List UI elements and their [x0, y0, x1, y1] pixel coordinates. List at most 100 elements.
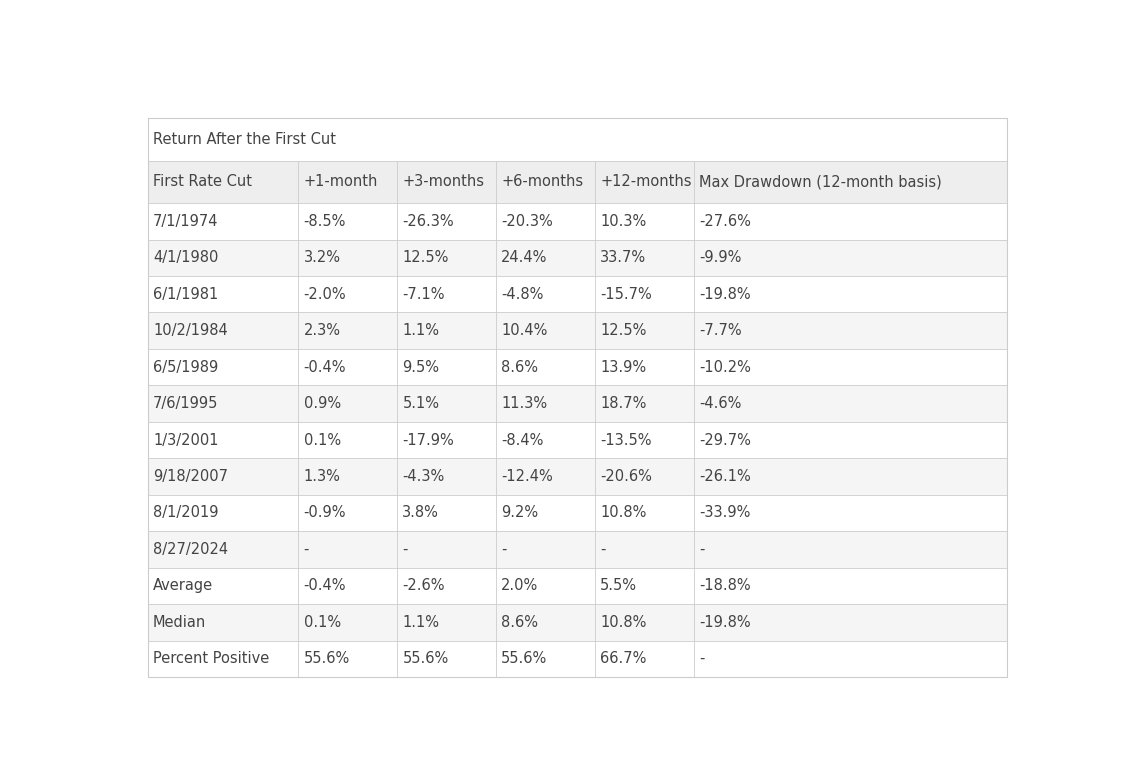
Text: 7/6/1995: 7/6/1995 [153, 396, 219, 411]
Text: 0.1%: 0.1% [303, 433, 340, 447]
Text: Percent Positive: Percent Positive [153, 651, 269, 666]
Text: -12.4%: -12.4% [502, 469, 553, 484]
Bar [148, 640, 1008, 677]
Text: 2.0%: 2.0% [502, 578, 539, 594]
Text: 11.3%: 11.3% [502, 396, 548, 411]
Bar [148, 458, 1008, 495]
Text: -8.4%: -8.4% [502, 433, 543, 447]
Text: 2.3%: 2.3% [303, 323, 340, 339]
Text: -20.6%: -20.6% [600, 469, 651, 484]
Text: 3.2%: 3.2% [303, 250, 340, 265]
Bar [148, 495, 1008, 531]
Text: -0.4%: -0.4% [303, 360, 346, 375]
Text: -19.8%: -19.8% [699, 615, 751, 630]
Text: -: - [402, 542, 408, 557]
Text: +12-months: +12-months [600, 175, 692, 189]
Text: -4.8%: -4.8% [502, 286, 543, 302]
Bar [148, 240, 1008, 276]
Text: -13.5%: -13.5% [600, 433, 651, 447]
Text: 9.2%: 9.2% [502, 506, 539, 520]
Text: -8.5%: -8.5% [303, 214, 346, 229]
Text: Median: Median [153, 615, 206, 630]
Text: -15.7%: -15.7% [600, 286, 651, 302]
Text: 1.1%: 1.1% [402, 615, 440, 630]
Text: 24.4%: 24.4% [502, 250, 548, 265]
Text: 10.4%: 10.4% [502, 323, 548, 339]
Text: -33.9%: -33.9% [699, 506, 751, 520]
Text: 55.6%: 55.6% [303, 651, 349, 666]
Text: 13.9%: 13.9% [600, 360, 646, 375]
Bar [148, 385, 1008, 422]
Bar [148, 422, 1008, 458]
Text: -10.2%: -10.2% [699, 360, 751, 375]
Text: Return After the First Cut: Return After the First Cut [153, 132, 336, 147]
Text: -: - [600, 542, 605, 557]
Text: 8/1/2019: 8/1/2019 [153, 506, 219, 520]
Text: 6/5/1989: 6/5/1989 [153, 360, 219, 375]
Text: -17.9%: -17.9% [402, 433, 454, 447]
Text: +1-month: +1-month [303, 175, 378, 189]
Text: -9.9%: -9.9% [699, 250, 742, 265]
Text: -: - [699, 542, 704, 557]
Text: -7.1%: -7.1% [402, 286, 445, 302]
Bar [148, 604, 1008, 640]
Bar [148, 313, 1008, 349]
Text: -: - [502, 542, 506, 557]
Text: -19.8%: -19.8% [699, 286, 751, 302]
Text: 12.5%: 12.5% [402, 250, 449, 265]
Text: Max Drawdown (12-month basis): Max Drawdown (12-month basis) [699, 175, 941, 189]
Text: -0.9%: -0.9% [303, 506, 346, 520]
Text: +3-months: +3-months [402, 175, 485, 189]
Text: -20.3%: -20.3% [502, 214, 553, 229]
Text: First Rate Cut: First Rate Cut [153, 175, 252, 189]
Text: 66.7%: 66.7% [600, 651, 647, 666]
Bar [148, 276, 1008, 313]
Bar [148, 531, 1008, 568]
Text: 33.7%: 33.7% [600, 250, 646, 265]
Text: -: - [303, 542, 309, 557]
Text: 9/18/2007: 9/18/2007 [153, 469, 228, 484]
Text: 12.5%: 12.5% [600, 323, 647, 339]
Text: -26.1%: -26.1% [699, 469, 751, 484]
Text: 8.6%: 8.6% [502, 360, 539, 375]
Text: 8/27/2024: 8/27/2024 [153, 542, 229, 557]
Bar [148, 568, 1008, 604]
Bar [148, 349, 1008, 385]
Text: -: - [699, 651, 704, 666]
Text: 10.8%: 10.8% [600, 506, 647, 520]
Bar [148, 203, 1008, 240]
Text: 10/2/1984: 10/2/1984 [153, 323, 228, 339]
Text: -26.3%: -26.3% [402, 214, 454, 229]
Text: 8.6%: 8.6% [502, 615, 539, 630]
Text: -29.7%: -29.7% [699, 433, 751, 447]
Text: Average: Average [153, 578, 213, 594]
Text: -2.6%: -2.6% [402, 578, 445, 594]
Text: 1.1%: 1.1% [402, 323, 440, 339]
Text: -0.4%: -0.4% [303, 578, 346, 594]
Text: 0.9%: 0.9% [303, 396, 340, 411]
Text: 10.8%: 10.8% [600, 615, 647, 630]
Text: -18.8%: -18.8% [699, 578, 751, 594]
Text: 5.1%: 5.1% [402, 396, 440, 411]
Text: -2.0%: -2.0% [303, 286, 346, 302]
Text: 55.6%: 55.6% [502, 651, 548, 666]
Text: 55.6%: 55.6% [402, 651, 449, 666]
Text: 9.5%: 9.5% [402, 360, 440, 375]
Text: -4.6%: -4.6% [699, 396, 742, 411]
Text: -4.3%: -4.3% [402, 469, 444, 484]
Text: -7.7%: -7.7% [699, 323, 742, 339]
Text: 7/1/1974: 7/1/1974 [153, 214, 219, 229]
Text: 4/1/1980: 4/1/1980 [153, 250, 219, 265]
Text: -27.6%: -27.6% [699, 214, 751, 229]
Text: 10.3%: 10.3% [600, 214, 646, 229]
Text: 3.8%: 3.8% [402, 506, 440, 520]
Bar [148, 119, 1008, 161]
Text: 1/3/2001: 1/3/2001 [153, 433, 219, 447]
Text: 6/1/1981: 6/1/1981 [153, 286, 219, 302]
Text: +6-months: +6-months [502, 175, 584, 189]
Bar [148, 161, 1008, 203]
Text: 5.5%: 5.5% [600, 578, 637, 594]
Text: 1.3%: 1.3% [303, 469, 340, 484]
Text: 0.1%: 0.1% [303, 615, 340, 630]
Text: 18.7%: 18.7% [600, 396, 647, 411]
